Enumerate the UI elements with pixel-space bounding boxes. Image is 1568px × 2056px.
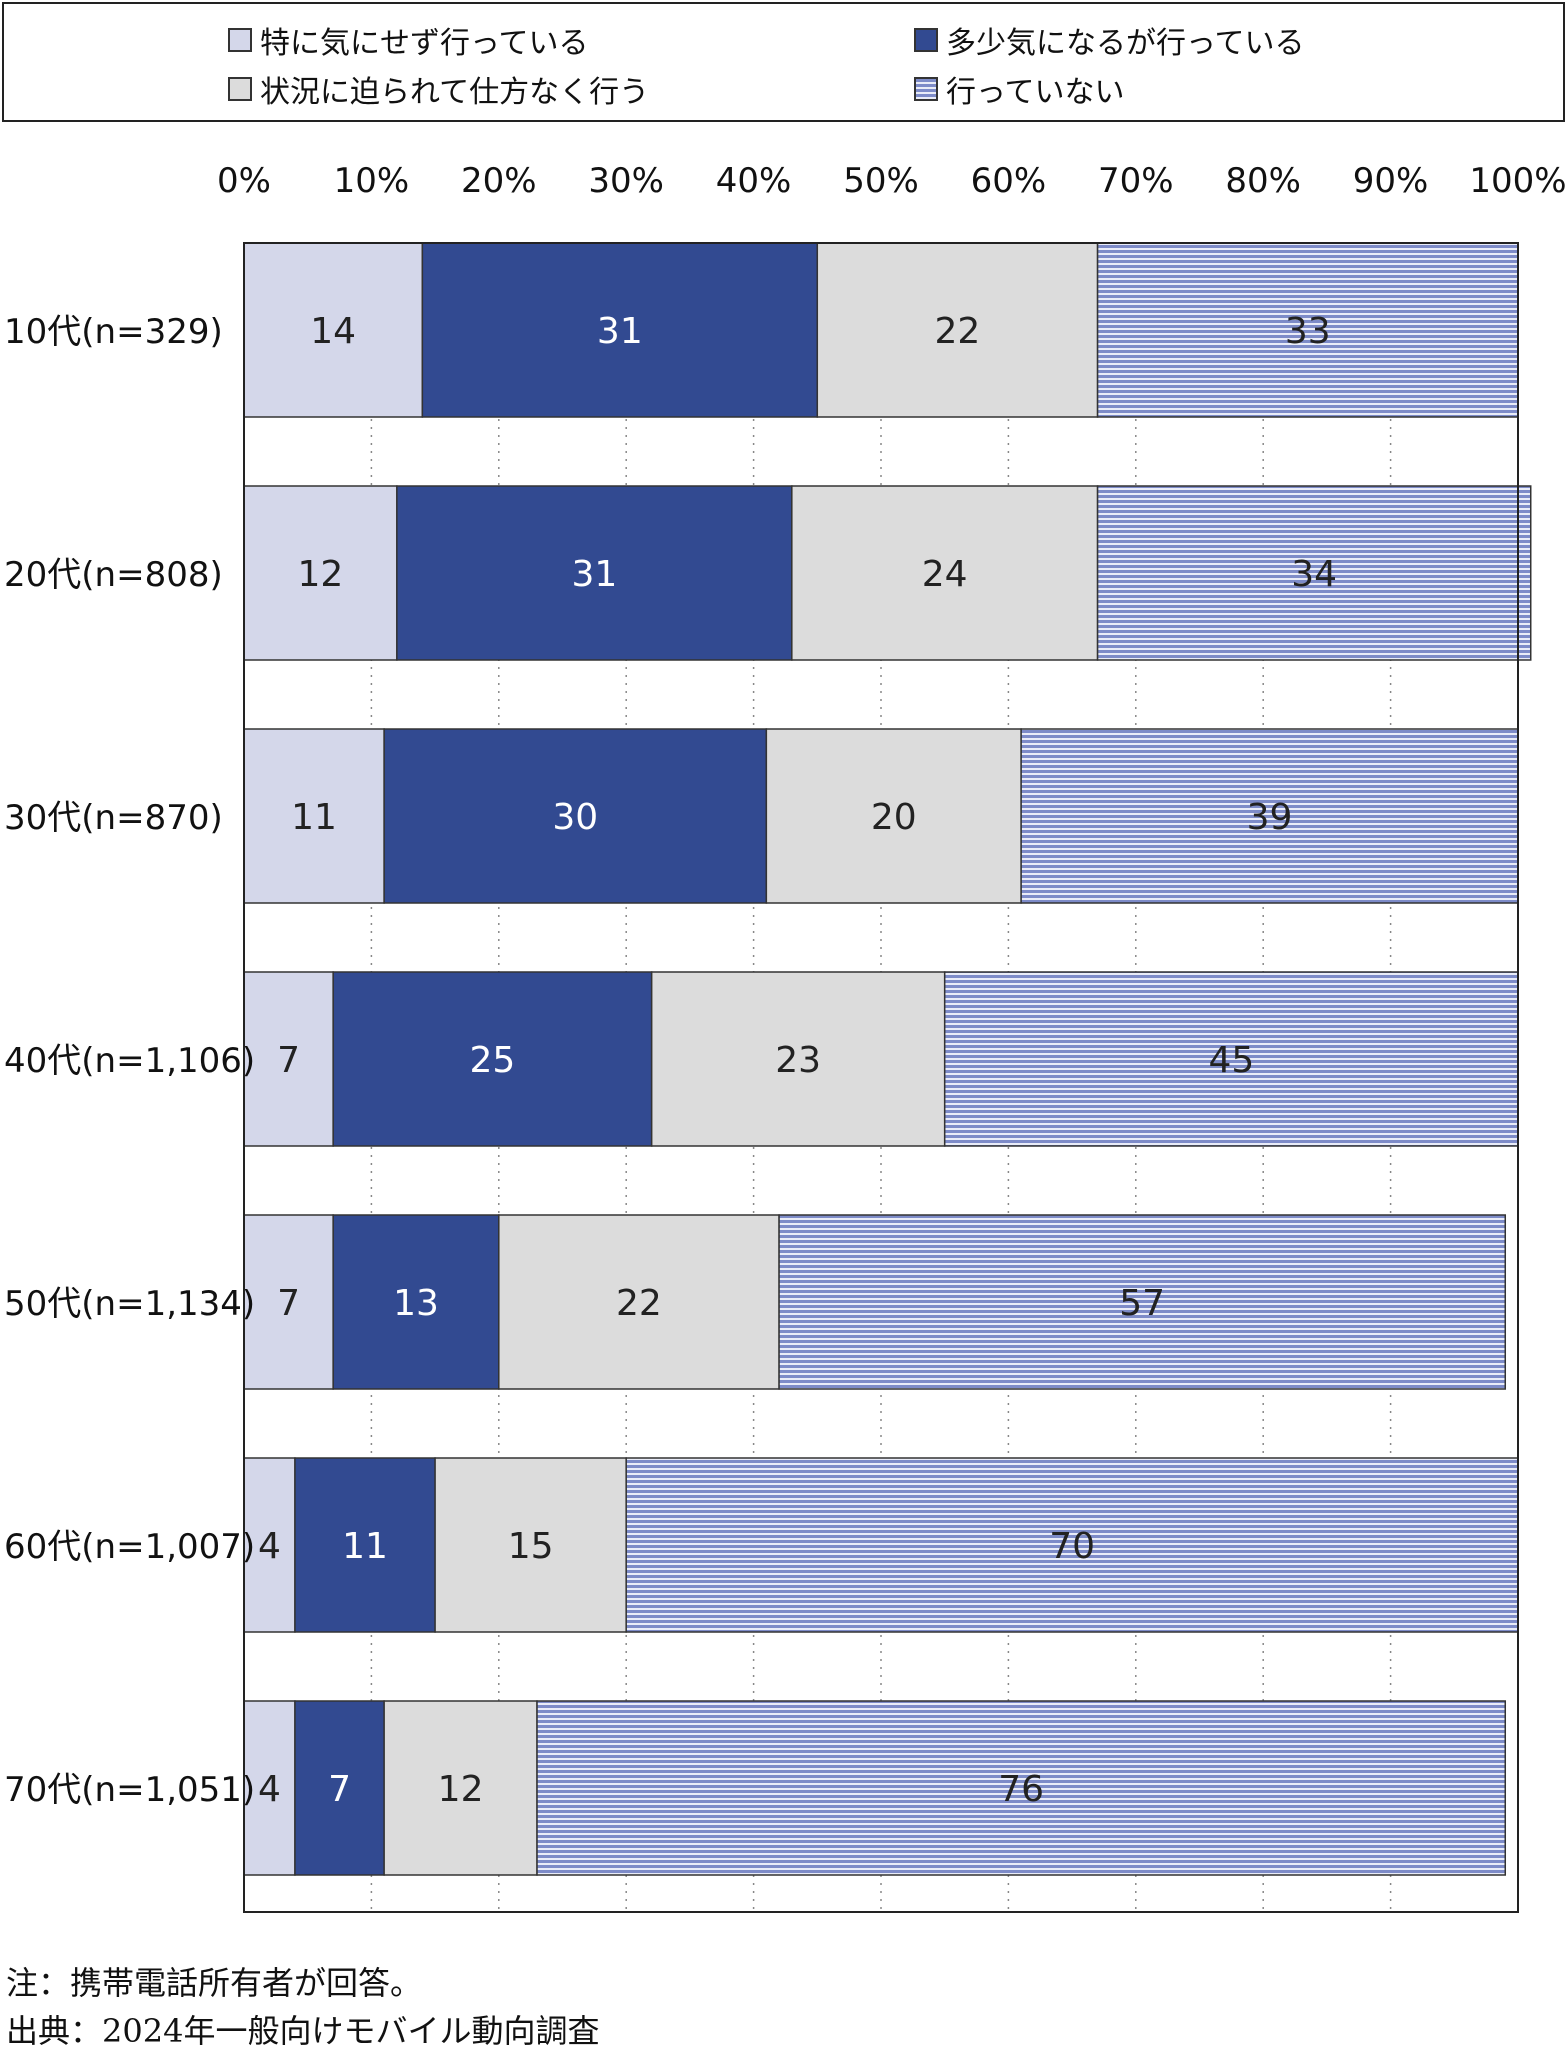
legend-label-series-3: 状況に迫られて仕方なく行う xyxy=(260,75,650,110)
bar-segment xyxy=(396,485,793,661)
data-label: 70 xyxy=(1049,1526,1095,1567)
x-tick-label: 30% xyxy=(588,161,664,201)
data-label: 13 xyxy=(393,1283,439,1324)
bar-segment xyxy=(791,485,1099,661)
bar-segment xyxy=(243,1214,334,1390)
data-label: 33 xyxy=(1285,311,1331,352)
legend-swatch-series-2 xyxy=(914,28,938,52)
bar-segment xyxy=(294,1700,385,1876)
data-label: 25 xyxy=(470,1040,516,1081)
bar-segment xyxy=(943,971,1519,1147)
x-tick-label: 60% xyxy=(971,161,1047,201)
note-text: 注：携帯電話所有者が回答。 xyxy=(6,1964,423,2002)
data-label: 45 xyxy=(1208,1040,1254,1081)
bar-segment xyxy=(650,971,946,1147)
bar-segment xyxy=(243,485,398,661)
legend-swatch-series-4 xyxy=(914,77,938,101)
x-tick-label: 40% xyxy=(716,161,792,201)
bars: 14 31 22 33 12 31 24 34 11 30 20 39 7 25 23 45 7 13 22 57 4 1… xyxy=(243,242,1532,1876)
data-label: 4 xyxy=(258,1769,281,1810)
data-label: 12 xyxy=(298,554,344,595)
legend-item-series-2: 多少気になるが行っている xyxy=(914,20,1305,61)
data-label: 31 xyxy=(571,554,617,595)
x-tick-label: 0% xyxy=(217,161,271,201)
category-label: 30代(n=870) xyxy=(4,798,223,838)
data-label: 7 xyxy=(328,1769,351,1810)
legend: 特に気にせず行っている 多少気になるが行っている 状況に迫られて仕方なく行う 行… xyxy=(2,2,1565,122)
data-label: 22 xyxy=(616,1283,662,1324)
bar-segment xyxy=(536,1700,1507,1876)
bar-segment xyxy=(778,1214,1507,1390)
x-tick-label: 80% xyxy=(1225,161,1301,201)
bar-segment xyxy=(765,728,1022,904)
bar-segment xyxy=(383,1700,538,1876)
legend-swatch-series-3 xyxy=(228,77,252,101)
data-label: 12 xyxy=(438,1769,484,1810)
legend-label-series-2: 多少気になるが行っている xyxy=(946,26,1305,61)
bar-segment xyxy=(1020,728,1519,904)
data-label: 15 xyxy=(508,1526,554,1567)
x-tick-label: 100% xyxy=(1469,161,1566,201)
x-tick-label: 10% xyxy=(334,161,410,201)
category-label: 40代(n=1,106) xyxy=(4,1041,255,1081)
data-label: 20 xyxy=(871,797,917,838)
x-tick-label: 50% xyxy=(843,161,919,201)
bar-segment xyxy=(383,728,768,904)
bar-segment xyxy=(625,1457,1519,1633)
x-tick-label: 70% xyxy=(1098,161,1174,201)
legend-item-series-3: 状況に迫られて仕方なく行う xyxy=(228,69,650,110)
bar-segment xyxy=(498,1214,780,1390)
category-label: 20代(n=808) xyxy=(4,555,223,595)
data-label: 4 xyxy=(258,1526,281,1567)
data-label: 7 xyxy=(277,1283,300,1324)
data-label: 31 xyxy=(597,311,643,352)
x-tick-label: 20% xyxy=(461,161,537,201)
bar-segment xyxy=(1096,485,1532,661)
bar-segment xyxy=(294,1457,436,1633)
legend-label-series-1: 特に気にせず行っている xyxy=(260,26,589,61)
data-label: 7 xyxy=(277,1040,300,1081)
plot-frame xyxy=(243,242,1519,1913)
bar-segment xyxy=(332,971,653,1147)
bar-segment xyxy=(421,242,819,418)
category-label: 10代(n=329) xyxy=(4,312,223,352)
data-label: 11 xyxy=(291,797,337,838)
x-axis-ticks: 0% 10% 20% 30% 40% 50% 60% 70% 80% 90% 100% xyxy=(217,161,1567,201)
data-label: 57 xyxy=(1119,1283,1165,1324)
data-label: 76 xyxy=(998,1769,1044,1810)
category-label: 60代(n=1,007) xyxy=(4,1527,255,1567)
data-label: 22 xyxy=(935,311,981,352)
source-text: 出典：2024年一般向けモバイル動向調査 xyxy=(6,2012,600,2050)
bar-segment xyxy=(243,242,424,418)
legend-item-series-1: 特に気にせず行っている xyxy=(228,20,589,61)
data-label: 34 xyxy=(1291,554,1337,595)
bar-segment xyxy=(243,971,334,1147)
legend-label-series-4: 行っていない xyxy=(946,75,1125,110)
data-label: 11 xyxy=(342,1526,388,1567)
y-axis-categories: 10代(n=329) 20代(n=808) 30代(n=870) 40代(n=1,10… xyxy=(4,312,255,1810)
data-label: 39 xyxy=(1247,797,1293,838)
legend-swatch-series-1 xyxy=(228,28,252,52)
data-label: 14 xyxy=(310,311,356,352)
category-label: 70代(n=1,051) xyxy=(4,1770,255,1810)
x-tick-label: 90% xyxy=(1353,161,1429,201)
category-label: 50代(n=1,134) xyxy=(4,1284,255,1324)
data-label: 23 xyxy=(775,1040,821,1081)
data-label: 24 xyxy=(922,554,968,595)
data-label: 30 xyxy=(552,797,598,838)
legend-item-series-4: 行っていない xyxy=(914,69,1125,110)
bar-segment xyxy=(332,1214,500,1390)
bar-segment xyxy=(816,242,1099,418)
bar-segment xyxy=(243,728,385,904)
